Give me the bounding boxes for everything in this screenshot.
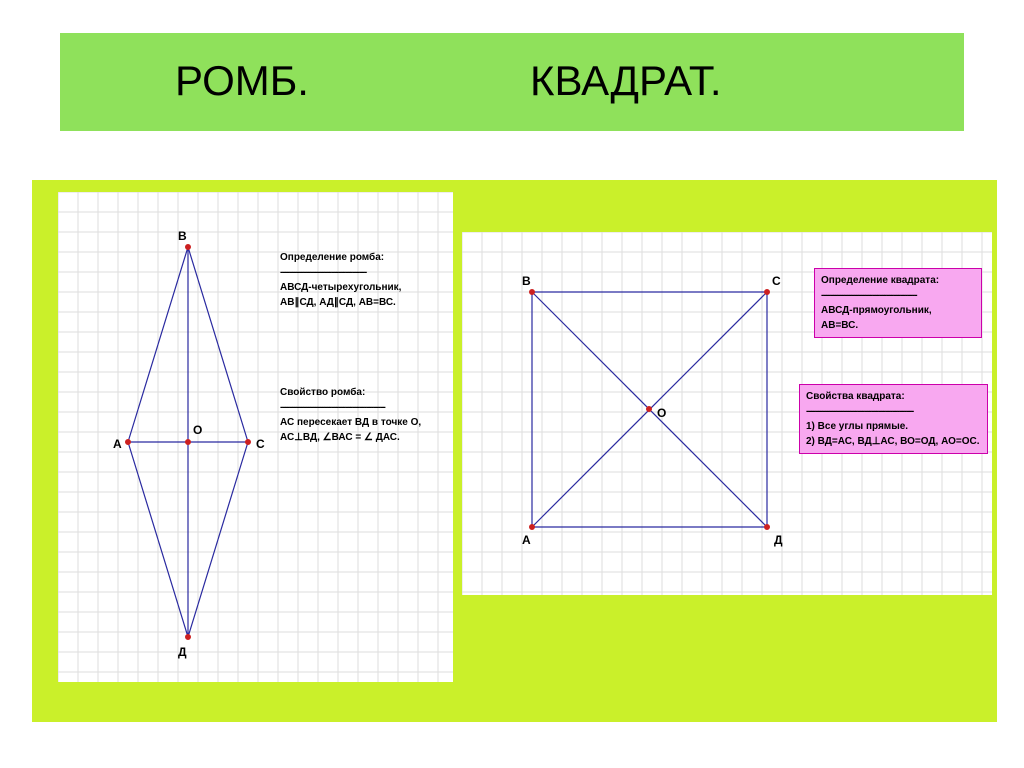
sq-label-o: О — [657, 406, 666, 420]
square-property-box: Свойства квадрата: ---------------------… — [799, 384, 988, 454]
square-definition-box: Определение квадрата: ------------------… — [814, 268, 982, 338]
label-a: А — [113, 437, 122, 451]
label-d: Д — [178, 645, 187, 659]
square-panel: А В С Д О Определение квадрата: --------… — [462, 232, 992, 595]
rhombus-prop-line2: АС⊥ВД, ∠ВАС = ∠ ДАС. — [280, 430, 421, 445]
header-band: РОМБ. КВАДРАТ. — [60, 33, 964, 131]
square-def-line1: АВСД-прямоугольник, — [821, 303, 975, 318]
vertex-d — [186, 635, 191, 640]
sq-vertex-a — [530, 525, 535, 530]
square-def-line2: АВ=ВС. — [821, 318, 975, 333]
rhombus-prop-title: Свойство ромба: — [280, 385, 421, 400]
square-prop-line2: 2) ВД=АС, ВД⊥АС, ВО=ОД, АО=ОС. — [806, 434, 981, 449]
rhombus-panel: А В С Д О Определение ромба: -----------… — [58, 192, 453, 682]
title-square: КВАДРАТ. — [530, 57, 722, 105]
rhombus-definition-box: Определение ромба: ---------------------… — [280, 250, 401, 310]
sq-vertex-c — [765, 290, 770, 295]
sq-vertex-d — [765, 525, 770, 530]
label-c: С — [256, 437, 265, 451]
rhombus-property-box: Свойство ромба: ------------------------… — [280, 385, 421, 445]
square-prop-line1: 1) Все углы прямые. — [806, 419, 981, 434]
square-def-sep: ----------------------------------------… — [821, 288, 975, 303]
sq-vertex-o — [647, 407, 652, 412]
sq-vertex-b — [530, 290, 535, 295]
vertex-c — [246, 440, 251, 445]
rhombus-shape: А В С Д О — [113, 229, 265, 659]
title-rhombus: РОМБ. — [175, 57, 309, 105]
rhombus-def-title: Определение ромба: — [280, 250, 401, 265]
sq-label-a: А — [522, 533, 531, 547]
vertex-a — [126, 440, 131, 445]
vertex-b — [186, 245, 191, 250]
rhombus-def-sep: ------------------------------------- — [280, 265, 401, 280]
sq-label-d: Д — [774, 533, 783, 547]
square-prop-sep: ----------------------------------------… — [806, 404, 981, 419]
sq-label-c: С — [772, 274, 781, 288]
square-shape: А В С Д О — [522, 274, 783, 547]
label-b: В — [178, 229, 187, 243]
sq-label-b: В — [522, 274, 531, 288]
rhombus-prop-sep: ----------------------------------------… — [280, 400, 421, 415]
rhombus-def-line1: АВСД-четырехугольник, — [280, 280, 401, 295]
rhombus-def-line2: АВ∥СД, АД∥СД, АВ=ВС. — [280, 295, 401, 310]
square-prop-title: Свойства квадрата: — [806, 389, 981, 404]
label-o: О — [193, 423, 202, 437]
rhombus-prop-line1: АС пересекает ВД в точке О, — [280, 415, 421, 430]
vertex-o — [186, 440, 191, 445]
square-def-title: Определение квадрата: — [821, 273, 975, 288]
